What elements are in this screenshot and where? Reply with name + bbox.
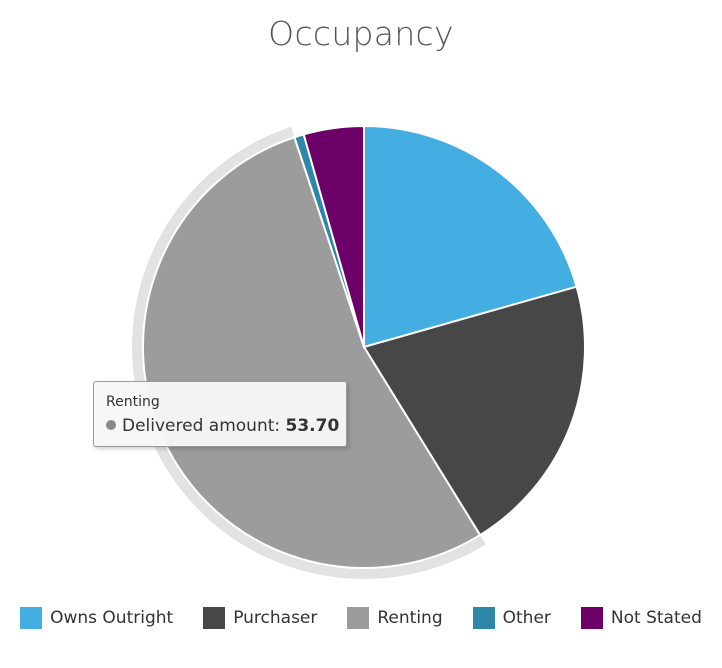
tooltip-bullet-icon	[106, 420, 116, 430]
tooltip: Renting Delivered amount: 53.70	[93, 381, 347, 447]
tooltip-value: 53.70	[285, 416, 340, 436]
legend-label: Purchaser	[233, 608, 318, 628]
legend-swatch	[347, 607, 370, 629]
legend-swatch	[580, 607, 603, 629]
legend-swatch	[203, 607, 226, 629]
legend-swatch	[20, 607, 43, 629]
legend: Owns Outright Purchaser Renting Other No…	[0, 607, 722, 629]
chart-title: Occupancy	[268, 14, 454, 53]
legend-label: Renting	[377, 608, 443, 628]
legend-item-purchaser[interactable]: Purchaser	[203, 607, 317, 629]
pie-slice-owns-outright[interactable]	[363, 125, 578, 348]
pie-slice-purchaser[interactable]	[363, 285, 586, 537]
legend-item-not-stated[interactable]: Not Stated	[580, 607, 702, 629]
legend-label: Other	[502, 608, 551, 628]
legend-label: Owns Outright	[50, 608, 174, 628]
pie-chart	[131, 125, 586, 579]
pie-slices	[142, 125, 586, 570]
legend-item-renting[interactable]: Renting	[347, 607, 443, 629]
legend-label: Not Stated	[610, 608, 702, 628]
legend-item-owns-outright[interactable]: Owns Outright	[20, 607, 173, 629]
legend-swatch	[472, 607, 495, 629]
legend-item-other[interactable]: Other	[472, 607, 551, 629]
pie-slice-not-stated[interactable]	[302, 125, 365, 348]
tooltip-row: Delivered amount: 53.70	[106, 415, 346, 437]
tooltip-label: Delivered amount:	[122, 416, 286, 436]
tooltip-title: Renting	[106, 394, 160, 410]
